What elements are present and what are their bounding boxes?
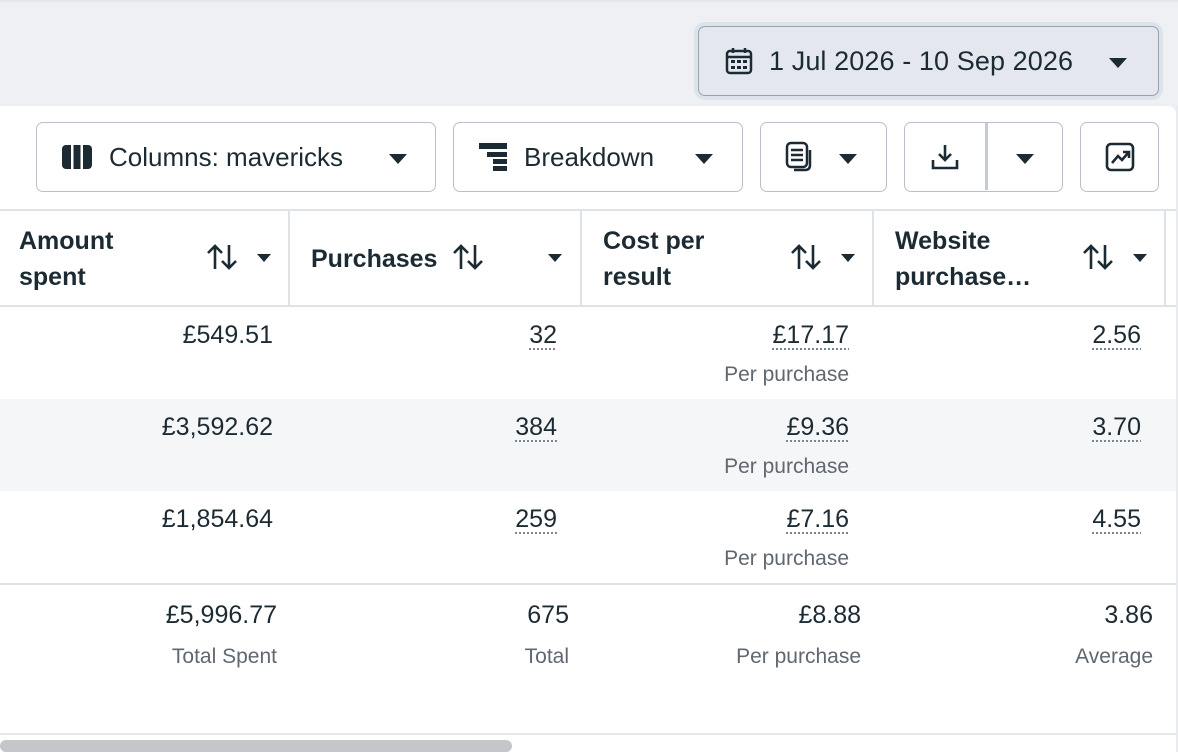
- amount-spent-cell: £549.51: [182, 321, 273, 349]
- date-range-picker[interactable]: 1 Jul 2026 - 10 Sep 2026: [698, 26, 1159, 96]
- top-divider: [0, 0, 1178, 2]
- header-label-line1: Cost per: [603, 227, 705, 255]
- reports-button[interactable]: [760, 122, 887, 192]
- total-cost-per-result: £8.88: [798, 601, 861, 629]
- cost-per-result-cell[interactable]: £17.17: [772, 321, 849, 349]
- column-divider[interactable]: [1164, 211, 1166, 305]
- column-divider[interactable]: [580, 211, 582, 305]
- total-cost-per-result-label: Per purchase: [736, 645, 861, 668]
- header-bottom-border: [0, 305, 1176, 307]
- chevron-down-icon: [695, 154, 713, 164]
- chevron-down-icon: [1109, 58, 1127, 68]
- purchases-cell[interactable]: 384: [515, 413, 557, 441]
- horizontal-scrollbar[interactable]: [0, 740, 512, 752]
- reports-icon: [785, 141, 812, 172]
- amount-spent-cell: £1,854.64: [161, 505, 273, 533]
- columns-button[interactable]: Columns: mavericks: [36, 122, 436, 192]
- column-divider[interactable]: [288, 211, 290, 305]
- columns-label: Columns: mavericks: [109, 141, 344, 172]
- total-purchases: 675: [527, 601, 569, 629]
- cost-per-result-cell[interactable]: £7.16: [786, 505, 849, 533]
- chart-button[interactable]: [1080, 122, 1159, 192]
- column-menu-icon[interactable]: [256, 253, 272, 263]
- chevron-down-icon: [839, 154, 857, 164]
- cost-per-result-cell[interactable]: £9.36: [786, 413, 849, 441]
- total-purchases-label: Total: [524, 645, 569, 668]
- chevron-down-icon[interactable]: [1015, 153, 1035, 165]
- website-purchase-cell[interactable]: 3.70: [1092, 413, 1141, 441]
- breakdown-label: Breakdown: [524, 141, 655, 172]
- table-row[interactable]: £1,854.64 259 £7.16 Per purchase 4.55: [0, 491, 1176, 583]
- table-bottom-border: [0, 733, 1176, 735]
- sort-icon[interactable]: [452, 243, 484, 271]
- header-label-line2: result: [603, 263, 672, 291]
- chart-icon: [1105, 142, 1134, 172]
- header-label-line2: purchase…: [895, 263, 1032, 291]
- average-website-purchase-label: Average: [1075, 645, 1153, 668]
- column-divider[interactable]: [872, 211, 874, 305]
- website-purchase-cell[interactable]: 4.55: [1092, 505, 1141, 533]
- amount-spent-cell: £3,592.62: [161, 413, 273, 441]
- table-row[interactable]: £3,592.62 384 £9.36 Per purchase 3.70: [0, 399, 1176, 491]
- chevron-down-icon: [389, 154, 407, 164]
- column-menu-icon[interactable]: [1132, 253, 1148, 263]
- average-website-purchase: 3.86: [1104, 601, 1153, 629]
- cost-per-result-subtext: Per purchase: [724, 363, 849, 386]
- total-amount-spent-label: Total Spent: [171, 645, 277, 668]
- header-amount-spent[interactable]: Amount spent: [0, 211, 289, 305]
- website-purchase-cell[interactable]: 2.56: [1092, 321, 1141, 349]
- date-range-label: 1 Jul 2026 - 10 Sep 2026: [769, 45, 1074, 76]
- purchases-cell[interactable]: 32: [529, 321, 557, 349]
- split-divider: [985, 123, 988, 190]
- panel-edge: [1176, 106, 1178, 752]
- breakdown-button[interactable]: Breakdown: [453, 122, 743, 192]
- total-amount-spent: £5,996.77: [165, 601, 277, 629]
- export-button[interactable]: [904, 122, 1063, 192]
- header-label-line2: spent: [19, 263, 86, 291]
- header-website-purchase[interactable]: Website purchase…: [874, 211, 1165, 305]
- table-top-border: [0, 209, 1176, 211]
- sort-icon[interactable]: [206, 243, 238, 271]
- summary-row: £5,996.77 Total Spent 675 Total £8.88 Pe…: [0, 585, 1176, 733]
- download-icon: [931, 145, 959, 170]
- breakdown-icon: [479, 143, 507, 171]
- column-menu-icon[interactable]: [547, 253, 563, 263]
- columns-icon: [62, 145, 92, 169]
- header-label-line1: Purchases: [311, 245, 438, 273]
- summary-top-border: [0, 583, 1176, 585]
- table-row[interactable]: £549.51 32 £17.17 Per purchase 2.56: [0, 307, 1176, 399]
- calendar-icon: [725, 48, 753, 75]
- purchases-cell[interactable]: 259: [515, 505, 557, 533]
- header-purchases[interactable]: Purchases: [290, 211, 581, 305]
- header-label-line1: Website: [895, 227, 991, 255]
- header-label-line1: Amount: [19, 227, 114, 255]
- cost-per-result-subtext: Per purchase: [724, 455, 849, 478]
- header-cost-per-result[interactable]: Cost per result: [582, 211, 873, 305]
- column-menu-icon[interactable]: [840, 253, 856, 263]
- sort-icon[interactable]: [1082, 243, 1114, 271]
- cost-per-result-subtext: Per purchase: [724, 547, 849, 570]
- sort-icon[interactable]: [790, 243, 822, 271]
